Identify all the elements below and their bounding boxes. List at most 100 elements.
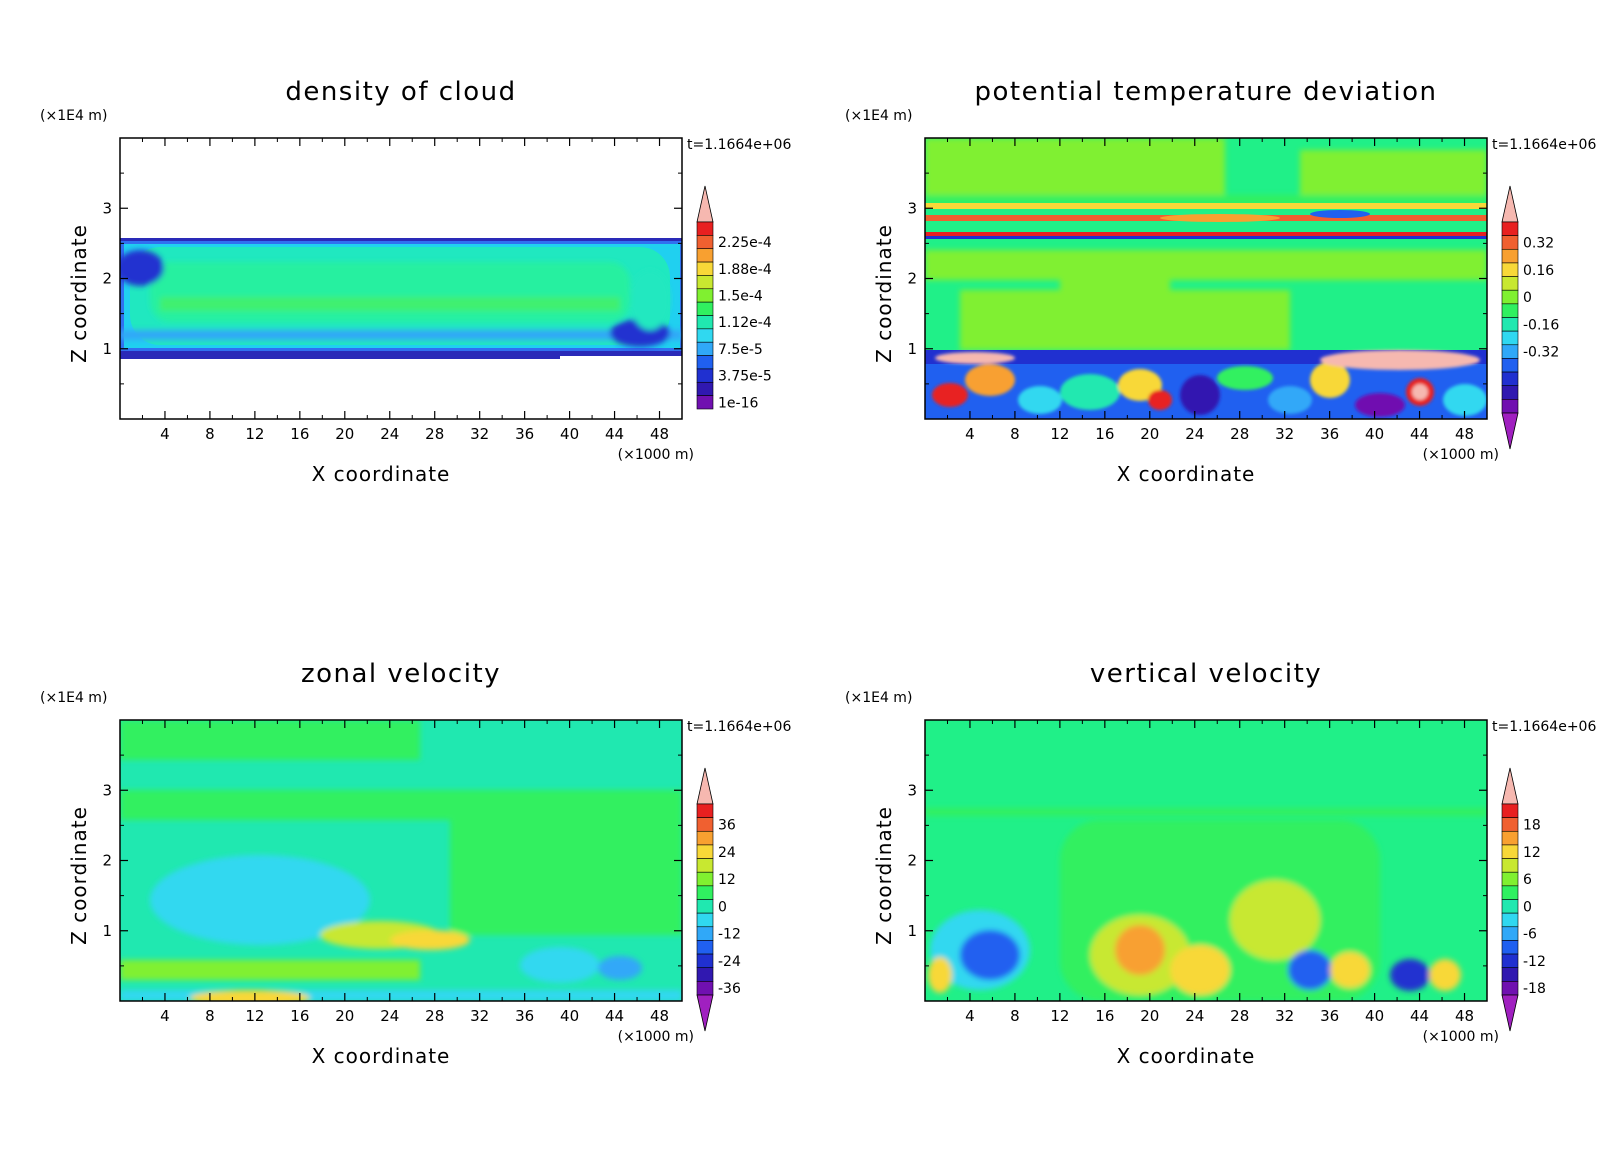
y-tick-label: 2 xyxy=(102,852,112,870)
x-tick-label: 36 xyxy=(515,1007,534,1025)
panel-vertical-velocity: vertical velocity (×1E4 m) t=1.1664e+06 xyxy=(845,659,1596,1002)
colorbar-label: 3.75e-5 xyxy=(718,369,772,385)
x-unit-label: (×1000 m) xyxy=(618,447,694,463)
colorbar-segment xyxy=(696,817,714,832)
x-tick-label: 44 xyxy=(605,425,624,443)
x-axis-label: X coordinate xyxy=(312,1044,451,1068)
colorbar-segment xyxy=(696,248,714,263)
colorbar-segment xyxy=(696,926,714,941)
y-tick-label: 3 xyxy=(102,781,112,799)
colorbar-segment xyxy=(696,288,714,303)
colorbar-segment xyxy=(696,341,714,356)
colorbar-segment xyxy=(696,328,714,343)
colorbar-segment xyxy=(696,940,714,955)
y-axis-label: Z coordinate xyxy=(872,806,896,945)
heatmap-field xyxy=(120,138,682,419)
colorbar-segment xyxy=(1501,899,1519,914)
panel-title: density of cloud xyxy=(285,77,516,107)
colorbar-label: -12 xyxy=(1523,954,1546,970)
colorbar-bottom-arrow xyxy=(1501,994,1519,1032)
heatmap-field xyxy=(120,720,682,1001)
colorbar-label: 0.32 xyxy=(1523,235,1554,251)
colorbar-segment xyxy=(1501,385,1519,400)
colorbar-label: 0.16 xyxy=(1523,263,1554,279)
colorbar-segment xyxy=(1501,289,1519,305)
time-label: t=1.1664e+06 xyxy=(1492,719,1596,735)
colorbar-label: 36 xyxy=(718,817,736,833)
x-tick-label: 32 xyxy=(470,425,489,443)
colorbar-label: -0.16 xyxy=(1523,317,1559,333)
x-tick-label: 8 xyxy=(205,425,215,443)
y-unit-label: (×1E4 m) xyxy=(845,690,912,706)
x-tick-label: 40 xyxy=(560,425,579,443)
x-tick-label: 12 xyxy=(1050,1007,1069,1025)
colorbar-segment xyxy=(696,275,714,290)
x-tick-label: 32 xyxy=(470,1007,489,1025)
colorbar-segment xyxy=(696,395,714,410)
colorbar-segment xyxy=(696,885,714,900)
colorbar-label: 12 xyxy=(1523,845,1541,861)
colorbar-segment xyxy=(1501,912,1519,928)
x-tick-label: 40 xyxy=(1365,1007,1384,1025)
x-tick-label: 16 xyxy=(290,425,309,443)
colorbar-top-arrow xyxy=(696,767,714,805)
x-tick-label: 36 xyxy=(515,425,534,443)
x-tick-label: 48 xyxy=(1455,425,1474,443)
x-tick-label: 20 xyxy=(1140,425,1159,443)
colorbar-segment xyxy=(1501,871,1519,887)
colorbar-segment xyxy=(1501,830,1519,846)
x-tick-label: 8 xyxy=(205,1007,215,1025)
colorbar-label: 0 xyxy=(1523,899,1532,915)
x-tick-label: 4 xyxy=(965,425,975,443)
x-tick-label: 36 xyxy=(1320,1007,1339,1025)
x-tick-label: 48 xyxy=(1455,1007,1474,1025)
x-tick-label: 24 xyxy=(1185,425,1204,443)
x-tick-label: 8 xyxy=(1010,425,1020,443)
x-tick-label: 4 xyxy=(160,1007,170,1025)
colorbar-segment xyxy=(1501,235,1519,250)
colorbar-label: 1.88e-4 xyxy=(718,262,772,278)
colorbar-label: -0.32 xyxy=(1523,345,1559,361)
x-tick-label: 28 xyxy=(1230,1007,1249,1025)
colorbar-segment xyxy=(1501,981,1519,996)
x-tick-label: 12 xyxy=(245,1007,264,1025)
colorbar-bottom-arrow xyxy=(1501,412,1519,450)
x-tick-label: 24 xyxy=(380,1007,399,1025)
x-tick-label: 32 xyxy=(1275,425,1294,443)
colorbar-segment xyxy=(696,368,714,383)
heatmap-field xyxy=(925,720,1487,1001)
y-tick-label: 1 xyxy=(907,922,917,940)
colorbar-label: 1.12e-4 xyxy=(718,315,772,331)
x-tick-label: 16 xyxy=(290,1007,309,1025)
x-tick-label: 44 xyxy=(1410,425,1429,443)
y-unit-label: (×1E4 m) xyxy=(40,690,107,706)
colorbar-segment xyxy=(696,315,714,330)
colorbar-segment xyxy=(1501,276,1519,291)
colorbar-segment xyxy=(1501,344,1519,359)
colorbar-segment xyxy=(1501,358,1519,373)
x-tick-label: 20 xyxy=(335,425,354,443)
panel-title: vertical velocity xyxy=(1090,659,1322,689)
panel-potential-temperature-deviation: potential temperature deviation (×1E4 m)… xyxy=(845,77,1596,420)
colorbar-segment xyxy=(1501,221,1519,236)
colorbar-segment xyxy=(1501,317,1519,332)
colorbar-top-arrow xyxy=(1501,767,1519,805)
x-tick-label: 32 xyxy=(1275,1007,1294,1025)
y-axis-label: Z coordinate xyxy=(872,224,896,363)
x-tick-label: 8 xyxy=(1010,1007,1020,1025)
colorbar-label: 1.5e-4 xyxy=(718,288,763,304)
colorbar-label: 0 xyxy=(1523,290,1532,306)
panel-title: potential temperature deviation xyxy=(975,77,1438,107)
x-tick-label: 4 xyxy=(160,425,170,443)
colorbar-label: 0 xyxy=(718,899,727,915)
colorbar-segment xyxy=(1501,926,1519,941)
y-tick-label: 1 xyxy=(102,922,112,940)
colorbar-segment xyxy=(696,844,714,859)
time-label: t=1.1664e+06 xyxy=(687,137,791,153)
y-tick-label: 2 xyxy=(907,270,917,288)
colorbar-segment xyxy=(1501,817,1519,832)
colorbar-segment xyxy=(1501,858,1519,873)
colorbar-segment xyxy=(696,912,714,928)
colorbar-segment xyxy=(1501,262,1519,277)
